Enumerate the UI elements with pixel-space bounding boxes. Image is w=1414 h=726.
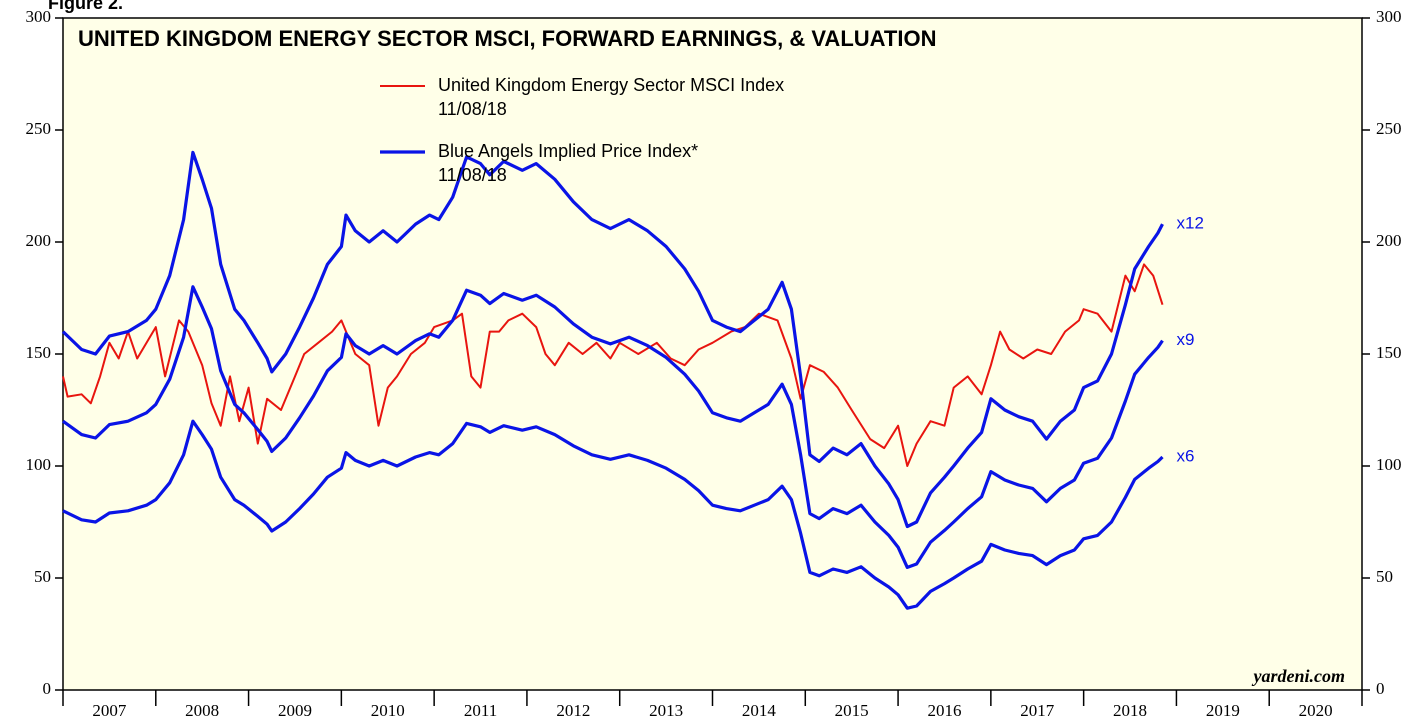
series-line: [61, 150, 1164, 529]
series-end-label: x12: [1177, 214, 1204, 233]
chart-title: UNITED KINGDOM ENERGY SECTOR MSCI, FORWA…: [78, 26, 936, 51]
y2-tick-label: 300: [1376, 7, 1402, 26]
x-tick-label: 2009: [278, 701, 312, 720]
y-tick-label: 0: [43, 679, 52, 698]
x-tick-label: 2020: [1299, 701, 1333, 720]
y-tick-label: 250: [26, 119, 52, 138]
x-tick-label: 2007: [92, 701, 127, 720]
y2-tick-label: 100: [1376, 455, 1402, 474]
legend-label: Blue Angels Implied Price Index*: [438, 141, 698, 161]
series-line: [62, 419, 1164, 610]
x-tick-label: 2013: [649, 701, 683, 720]
source: yardeni.com: [1252, 666, 1346, 686]
y-tick-label: 200: [26, 231, 52, 250]
plot-area: [62, 17, 1363, 691]
x-tick-label: 2008: [185, 701, 219, 720]
x-tick-label: 2018: [1113, 701, 1147, 720]
y-tick-label: 150: [26, 343, 52, 362]
y-tick-label: 50: [34, 567, 51, 586]
series-end-label: x6: [1177, 447, 1195, 466]
x-tick-label: 2011: [464, 701, 497, 720]
series-line: [62, 285, 1164, 569]
y2-tick-label: 0: [1376, 679, 1385, 698]
x-tick-label: 2012: [556, 701, 590, 720]
y2-tick-label: 200: [1376, 231, 1402, 250]
y2-tick-label: 50: [1376, 567, 1393, 586]
y2-tick-label: 150: [1376, 343, 1402, 362]
series-line: [62, 263, 1164, 467]
y2-tick-label: 250: [1376, 119, 1402, 138]
legend-date: 11/08/18: [438, 99, 507, 119]
x-tick-label: 2015: [835, 701, 869, 720]
x-tick-label: 2019: [1206, 701, 1240, 720]
y-tick-label: 100: [26, 455, 52, 474]
x-tick-label: 2017: [1020, 701, 1055, 720]
x-tick-label: 2010: [371, 701, 405, 720]
figure-label: Figure 2.: [48, 0, 123, 13]
x-tick-label: 2016: [927, 701, 961, 720]
legend-label: United Kingdom Energy Sector MSCI Index: [438, 75, 784, 95]
x-tick-label: 2014: [742, 701, 777, 720]
legend-date: 11/08/18: [438, 165, 507, 185]
series-end-label: x9: [1177, 330, 1195, 349]
y-tick-label: 300: [26, 7, 52, 26]
